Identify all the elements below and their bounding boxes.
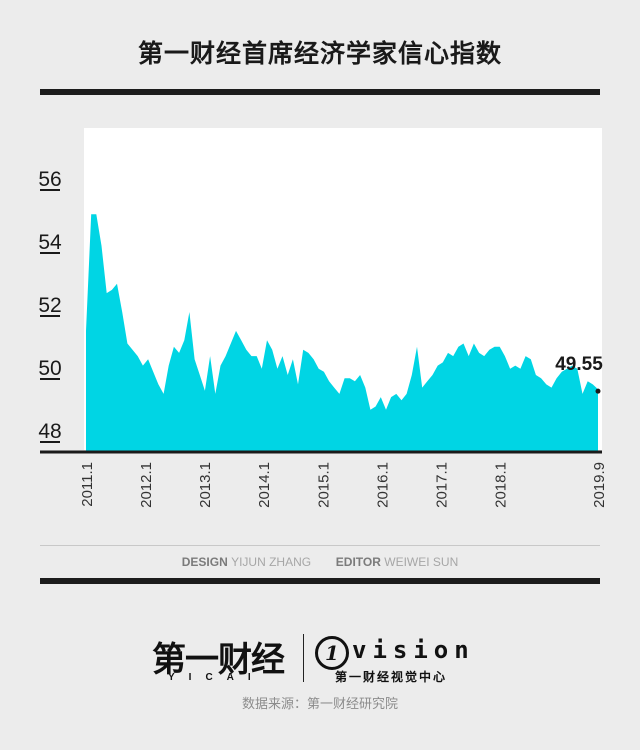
last-value-marker: [595, 388, 601, 394]
y-tick-label: 54: [38, 231, 62, 254]
area-layer: [86, 214, 598, 452]
x-tick-label: 2015.1: [315, 462, 332, 508]
x-axis-ticks: 2011.1 2012.1 2013.1 2014.1 2015.1 2016.1 2017…: [79, 462, 608, 508]
x-tick-label: 2013.1: [197, 462, 214, 508]
design-key: DESIGN: [181, 555, 228, 569]
yicai-logo-sub: YICAI: [168, 672, 265, 683]
y-axis-ticks: 48 50 52 54 56: [38, 168, 62, 443]
top-rule: [40, 89, 600, 95]
x-tick-label: 2016.1: [374, 462, 391, 508]
y-tick-label: 48: [38, 420, 61, 443]
page-title: 第一财经首席经济学家信心指数: [137, 39, 502, 68]
data-source: 数据来源：第一财经研究院: [241, 697, 398, 712]
x-tick-label: 2018.1: [493, 462, 510, 508]
divider-line: [40, 545, 600, 546]
vision-mark-icon: 1: [315, 636, 349, 670]
x-tick-label: 2012.1: [138, 462, 155, 508]
logo-divider: [303, 634, 304, 682]
series-area: [86, 214, 598, 452]
bottom-rule: [40, 578, 600, 584]
y-tick-label: 50: [38, 357, 61, 380]
yicai-logo: 第一财经: [152, 640, 285, 680]
last-value-label: 49.55: [555, 354, 603, 375]
x-tick-label: 2011.1: [79, 462, 96, 507]
x-tick-label: 2014.1: [256, 462, 273, 508]
vision-logo: vision: [352, 636, 475, 664]
logo-block: 第一财经 YICAI 1 vision 第一财经视觉中心: [0, 630, 640, 690]
vision-logo-sub: 第一财经视觉中心: [335, 670, 448, 684]
editor-key: EDITOR: [335, 555, 381, 569]
credits: DESIGN YIJUN ZHANG EDITOR WEIWEI SUN: [0, 555, 640, 569]
x-tick-label: 2017.1: [433, 462, 450, 508]
x-tick-label: 2019.9: [591, 462, 608, 508]
chart: 48 50 52 54 56 2011.1 2012.1 2013.1 2014.1 2015.…: [38, 128, 608, 508]
design-name: YIJUN ZHANG: [231, 555, 312, 569]
editor-name: WEIWEI SUN: [384, 555, 459, 569]
y-tick-label: 52: [38, 294, 61, 317]
y-tick-label: 56: [38, 168, 61, 191]
